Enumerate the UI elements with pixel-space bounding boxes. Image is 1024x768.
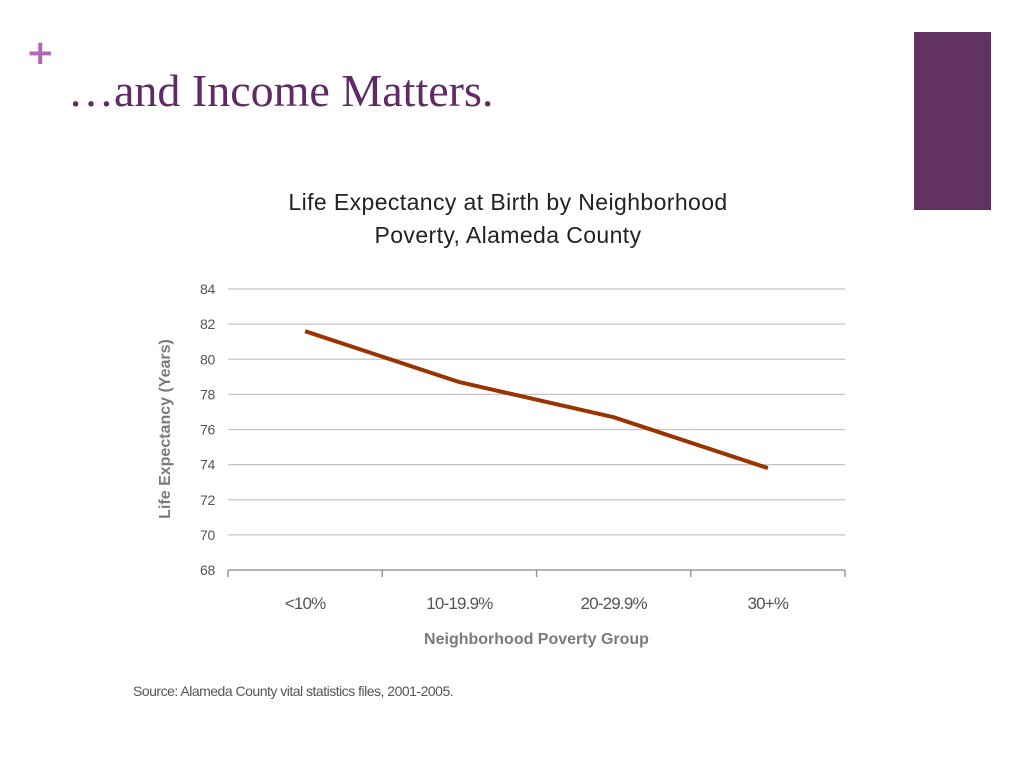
chart-title: Life Expectancy at Birth by Neighborhood…	[200, 186, 816, 253]
y-tick-label: 74	[200, 457, 215, 473]
y-tick-label: 78	[200, 386, 215, 402]
x-tick-label: 20-29.9%	[580, 594, 647, 613]
y-tick-label: 72	[200, 492, 215, 508]
y-tick-label: 80	[200, 351, 215, 367]
plus-mark: +	[26, 33, 55, 73]
chart-title-line-1: Life Expectancy at Birth by Neighborhood	[288, 189, 728, 215]
y-tick-label: 68	[200, 562, 215, 578]
x-axis-title: Neighborhood Poverty Group	[424, 631, 649, 648]
y-axis-title: Life Expectancy (Years)	[157, 339, 174, 519]
chart-title-line-2: Poverty, Alameda County	[374, 222, 642, 249]
x-tick-label: <10%	[285, 594, 326, 613]
x-tick-label: 10-19.9%	[426, 594, 493, 613]
source-note: Source: Alameda County vital statistics …	[133, 683, 454, 699]
y-tick-label: 82	[200, 316, 215, 332]
y-tick-label: 84	[200, 281, 215, 297]
x-tick-label: 30+%	[747, 594, 788, 613]
accent-block	[914, 32, 991, 210]
y-tick-label: 70	[200, 527, 215, 543]
y-tick-label: 76	[200, 422, 215, 438]
slide-title: …and Income Matters.	[68, 65, 494, 116]
series-line	[304, 329, 769, 470]
